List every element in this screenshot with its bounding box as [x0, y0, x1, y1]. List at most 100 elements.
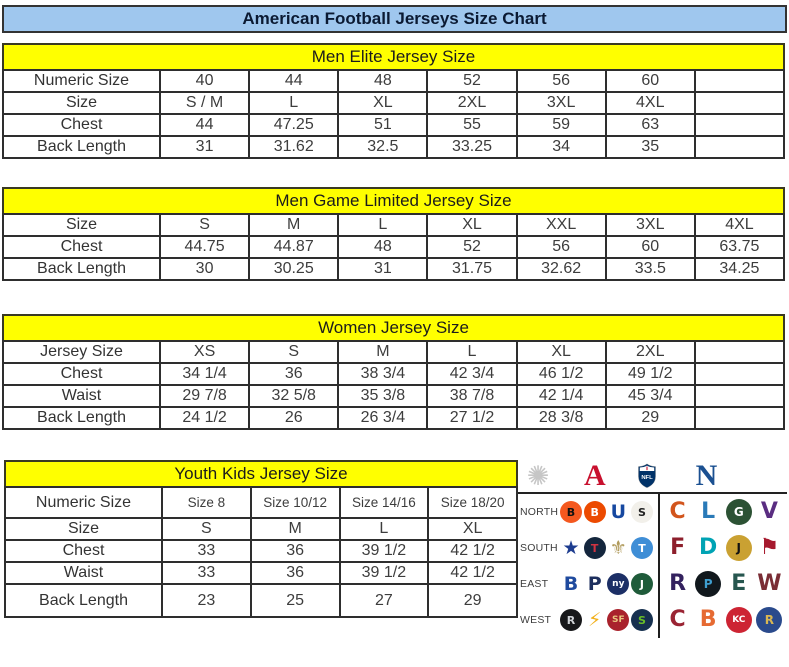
men-game-limited-header: Men Game Limited Jersey Size — [2, 187, 785, 215]
size-cell: 27 1/2 — [426, 406, 518, 430]
size-cell: 38 7/8 — [426, 384, 518, 408]
women-header: Women Jersey Size — [2, 314, 785, 342]
size-cell: 56 — [515, 69, 607, 93]
size-cell: 63.75 — [693, 235, 786, 259]
size-cell: 44 — [158, 113, 251, 137]
division-label: WEST — [520, 614, 552, 626]
table-row: Chest 44.75 44.87 48 52 56 60 63.75 — [2, 235, 786, 259]
size-cell: 2XL — [426, 91, 518, 115]
division-row-south: SOUTH ★ T ⚜ T F D J ⚑ — [518, 530, 787, 566]
team-logo-saints: ⚜ — [609, 536, 627, 559]
svg-text:NFL: NFL — [641, 475, 653, 481]
section-men-elite: Men Elite Jersey Size Numeric Size 40 44 48… — [2, 43, 786, 159]
team-logo-colts: U — [610, 500, 627, 523]
size-cell: 46 1/2 — [515, 362, 607, 386]
size-cell: 3XL — [515, 91, 607, 115]
nfl-shield-icon: NFL — [637, 463, 656, 488]
row-label: Back Length — [2, 135, 161, 159]
size-cell: Size 14/16 — [338, 486, 430, 519]
size-cell: 60 — [604, 69, 696, 93]
size-cell: 60 — [604, 235, 696, 259]
size-cell: 36 — [249, 539, 341, 563]
size-cell: Size 10/12 — [249, 486, 341, 519]
size-cell: 56 — [515, 235, 607, 259]
team-logo-panthers: P — [695, 571, 722, 597]
size-cell: L — [337, 213, 429, 237]
table-row: Back Length 30 30.25 31 31.75 32.62 33.5 34.25 — [2, 257, 786, 281]
table-row: Chest 44 47.25 51 55 59 63 — [2, 113, 786, 137]
row-label: Jersey Size — [2, 340, 161, 364]
men-elite-header: Men Elite Jersey Size — [2, 43, 785, 71]
women-size-table: Jersey Size XS S M L XL 2XL Chest 34 1/4 36 38 3/4… — [2, 340, 786, 430]
team-logo-bengals: B — [560, 501, 582, 523]
table-row: Chest 33 36 39 1/2 42 1/2 — [4, 539, 518, 563]
size-cell: 49 1/2 — [604, 362, 696, 386]
size-cell: 33.5 — [604, 257, 696, 281]
team-logo-falcons: F — [670, 535, 686, 560]
size-cell: 39 1/2 — [338, 539, 430, 563]
row-label: Back Length — [2, 257, 161, 281]
size-cell — [693, 91, 786, 115]
row-label: Back Length — [4, 583, 163, 618]
size-cell: 4XL — [693, 213, 786, 237]
table-row: Chest 34 1/4 36 38 3/4 42 3/4 46 1/2 49 1/2 — [2, 362, 786, 386]
size-cell: 27 — [338, 583, 430, 618]
table-row: Size S M L XL — [4, 517, 518, 541]
team-logo-jaguars: J — [725, 535, 752, 561]
size-cell: XL — [337, 91, 429, 115]
size-cell: 32 5/8 — [248, 384, 340, 408]
row-label: Size — [2, 213, 161, 237]
row-label: Chest — [2, 362, 161, 386]
size-cell: 30 — [158, 257, 251, 281]
team-logo-ravens: R — [669, 571, 687, 596]
size-cell: 39 1/2 — [338, 561, 430, 585]
youth-kids-header: Youth Kids Jersey Size — [4, 460, 518, 488]
size-cell — [693, 69, 786, 93]
size-cell: S / M — [158, 91, 251, 115]
section-women: Women Jersey Size Jersey Size XS S M L XL 2XL C… — [2, 314, 786, 430]
size-cell: 45 3/4 — [604, 384, 696, 408]
section-header-label: Men Game Limited Jersey Size — [275, 191, 512, 210]
size-cell: S — [248, 340, 340, 364]
size-cell: 42 1/2 — [427, 561, 518, 585]
size-cell: 26 3/4 — [337, 406, 429, 430]
size-cell — [693, 384, 786, 408]
team-logo-rams: R — [756, 607, 783, 633]
table-row: Numeric Size 40 44 48 52 56 60 — [2, 69, 786, 93]
division-row-west: WEST R ⚡ SF S C B KC R — [518, 602, 787, 638]
size-cell: 3XL — [604, 213, 696, 237]
row-label: Back Length — [2, 406, 161, 430]
afc-team-group: ★ T ⚜ T — [560, 530, 658, 566]
size-cell: 24 1/2 — [158, 406, 251, 430]
row-label: Waist — [2, 384, 161, 408]
team-logo-bears: C — [669, 499, 686, 524]
size-cell — [693, 135, 786, 159]
size-cell — [693, 362, 786, 386]
team-logo-chiefs: KC — [725, 607, 752, 633]
row-label: Size — [2, 91, 161, 115]
team-logo-raiders: R — [560, 609, 582, 631]
size-cell: 35 — [604, 135, 696, 159]
division-label: NORTH — [520, 506, 559, 518]
nfl-logos-panel: ✺ A NFL N NORTH B B U S C L G V SOUTH ★ T ⚜ T F D J ⚑ EAST… — [518, 460, 787, 638]
size-cell: 33 — [161, 539, 252, 563]
size-cell: 44 — [248, 69, 340, 93]
team-logo-broncos: B — [699, 607, 717, 632]
men-elite-size-table: Numeric Size 40 44 48 52 56 60 Size S / M L XL 2XL 3… — [2, 69, 786, 159]
size-cell: L — [248, 91, 340, 115]
row-label: Waist — [4, 561, 163, 585]
size-cell: 35 3/8 — [337, 384, 429, 408]
section-youth-kids: Youth Kids Jersey Size Numeric Size Size … — [4, 460, 518, 618]
size-cell: 25 — [249, 583, 341, 618]
size-cell: 48 — [337, 235, 429, 259]
team-logo-giants: ny — [607, 573, 630, 595]
table-row: Waist 33 36 39 1/2 42 1/2 — [4, 561, 518, 585]
section-header-label: Youth Kids Jersey Size — [174, 464, 348, 483]
size-cell: 29 7/8 — [158, 384, 251, 408]
team-logo-packers: G — [725, 499, 752, 525]
division-label: EAST — [520, 578, 549, 590]
size-cell: S — [158, 213, 251, 237]
